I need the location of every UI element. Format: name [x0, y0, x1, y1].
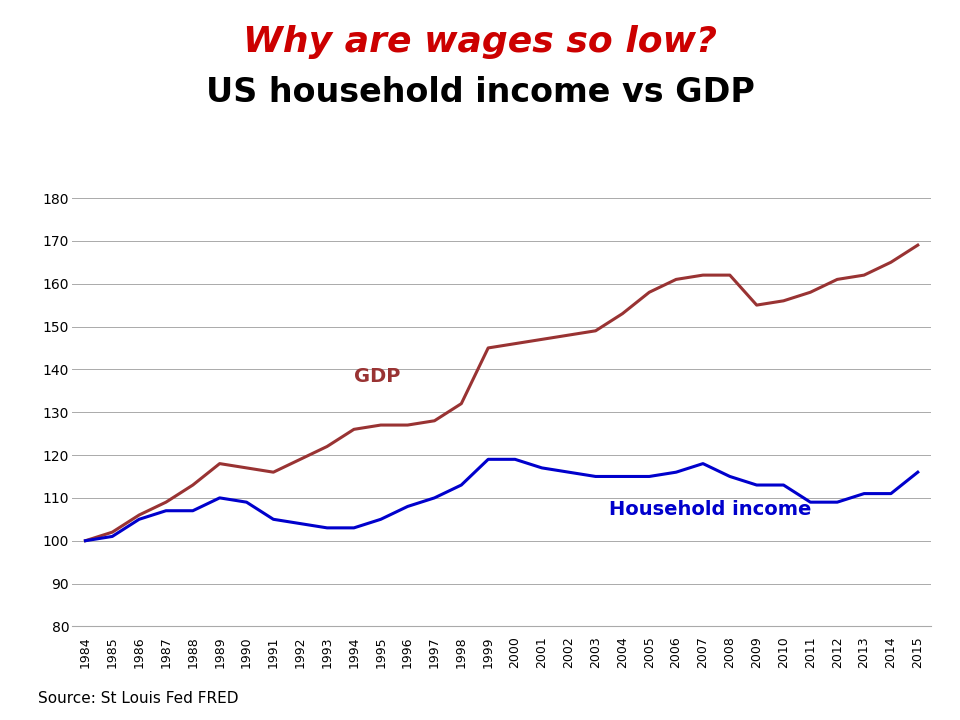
Text: Source: St Louis Fed FRED: Source: St Louis Fed FRED [38, 690, 239, 706]
Text: Household income: Household income [609, 500, 811, 519]
Text: US household income vs GDP: US household income vs GDP [205, 76, 755, 109]
Text: Why are wages so low?: Why are wages so low? [243, 25, 717, 59]
Text: GDP: GDP [354, 367, 400, 386]
